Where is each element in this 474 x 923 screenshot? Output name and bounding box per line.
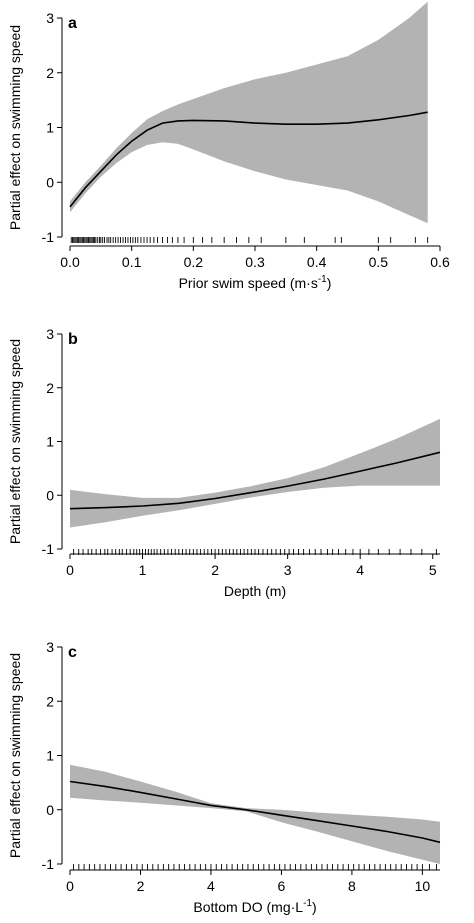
x-tick-label: 0 [66,878,74,894]
fitted-line [69,111,428,208]
x-tick-label: 8 [348,878,356,894]
x-axis-title: Prior swim speed (m·s-1) [179,274,332,291]
y-tick-label: 1 [46,120,54,136]
x-axis-title-superscript: -1 [303,898,312,909]
y-tick-label: -1 [42,541,55,557]
x-tick-label: 0.2 [184,254,204,270]
x-tick-label: 0.4 [307,254,327,270]
x-axis-title-suffix: ) [312,899,317,915]
y-tick-label: 0 [46,802,54,818]
confidence-band [70,418,440,528]
y-tick-label: 3 [46,326,54,342]
y-tick-label: 2 [46,380,54,396]
confidence-band [70,1,428,224]
x-axis-title-text: Depth (m) [224,583,286,599]
panel-letter: b [68,331,78,348]
panel-letter: a [68,15,77,32]
x-tick-label: 0.6 [430,254,450,270]
y-tick-label: -1 [42,229,55,245]
y-tick-label: 3 [46,10,54,26]
y-tick-label: 0 [46,487,54,503]
x-axis-title-suffix: ) [327,275,332,291]
x-tick-label: 3 [284,562,292,578]
y-tick-label: 2 [46,693,54,709]
panel-b: -1 0 1 2 3 0 1 2 3 4 5 Depth (m) Partial effect on s… [7,326,441,599]
x-tick-label: 0.5 [369,254,389,270]
panel-a: -1 0 1 2 3 0.0 0.1 0.2 0.3 0.4 0.5 0.6 Prior swim sp… [7,1,450,291]
x-tick-label: 0 [66,562,74,578]
x-axis-title-text: Bottom DO (mg·L [193,899,303,915]
x-tick-label: 0.1 [122,254,142,270]
fitted-line [69,780,441,844]
x-tick-label: 6 [278,878,286,894]
x-axis-title: Depth (m) [224,583,286,599]
x-axis-title-text: Prior swim speed (m·s [179,275,318,291]
y-tick-label: 2 [46,65,54,81]
x-tick-label: 4 [356,562,364,578]
x-tick-label: 0.0 [60,254,80,270]
x-tick-label: 0.3 [245,254,265,270]
x-axis-title: Bottom DO (mg·L-1) [193,898,316,915]
y-tick-label: 0 [46,174,54,190]
x-axis-title-superscript: -1 [318,274,327,285]
fitted-line [69,451,441,510]
y-tick-label: 1 [46,434,54,450]
x-tick-label: 4 [207,878,215,894]
y-tick-label: -1 [42,856,55,872]
panel-letter: c [68,644,77,661]
y-tick-label: 1 [46,748,54,764]
x-tick-label: 2 [211,562,219,578]
x-tick-label: 5 [429,562,437,578]
x-tick-label: 1 [139,562,147,578]
y-axis-title: Partial effect on swimming speed [7,653,23,858]
x-tick-label: 2 [137,878,145,894]
x-tick-label: 10 [415,878,431,894]
y-tick-label: 3 [46,639,54,655]
confidence-band [70,764,440,864]
y-axis-title: Partial effect on swimming speed [7,25,23,230]
y-axis-title: Partial effect on swimming speed [7,339,23,544]
